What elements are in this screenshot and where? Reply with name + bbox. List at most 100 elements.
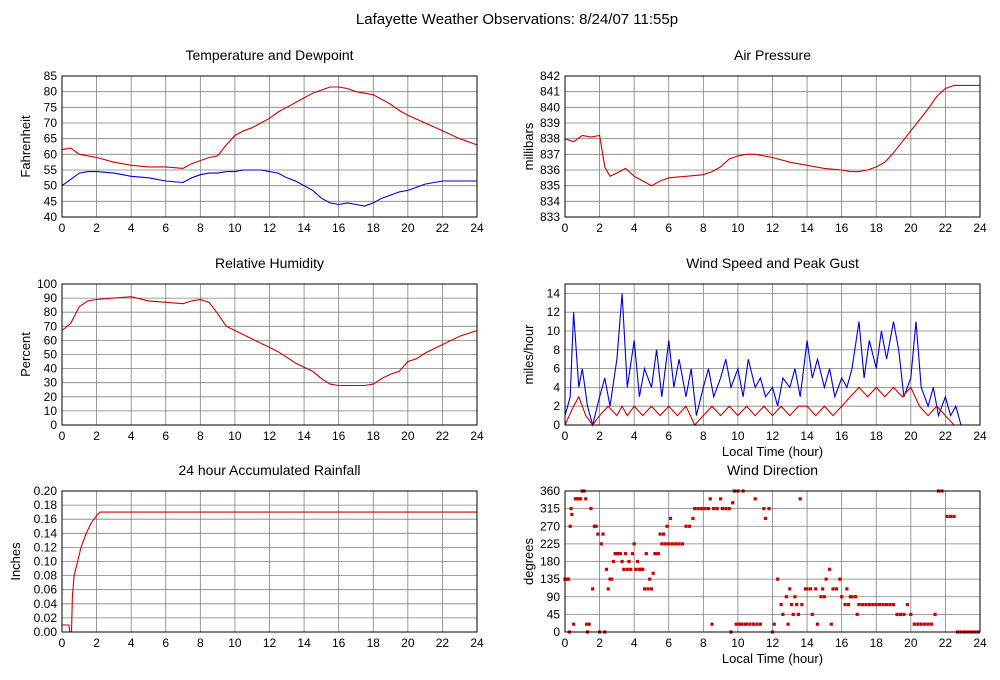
data-point (634, 567, 638, 571)
y-tick-label: 842 (540, 69, 560, 83)
x-tick-label: 2 (596, 221, 603, 235)
data-point (622, 567, 626, 571)
data-point (587, 622, 591, 626)
data-point (798, 497, 802, 501)
x-tick-label: 4 (631, 221, 638, 235)
data-point (845, 587, 849, 591)
data-point (793, 595, 797, 599)
data-point (687, 524, 692, 528)
data-point (578, 497, 583, 501)
x-tick-label: 22 (436, 636, 450, 650)
data-point (710, 622, 714, 626)
data-point (933, 612, 937, 616)
x-tick-label: 4 (631, 429, 638, 443)
y-tick-label: 80 (44, 85, 58, 99)
data-point (617, 552, 621, 556)
y-tick-label: 2 (553, 399, 560, 413)
x-tick-label: 6 (162, 636, 169, 650)
y-tick-label: 837 (540, 147, 560, 161)
x-tick-label: 0 (562, 221, 569, 235)
x-tick-label: 12 (263, 429, 277, 443)
y-tick-label: 12 (547, 305, 561, 319)
data-point (653, 552, 657, 556)
data-point (857, 602, 861, 607)
data-point (592, 524, 596, 528)
data-point (613, 552, 617, 556)
x-tick-label: 0 (562, 636, 569, 650)
x-tick-label: 14 (297, 429, 311, 443)
x-tick-label: 6 (162, 429, 169, 443)
y-tick-label: 225 (540, 537, 560, 551)
data-point (748, 622, 752, 626)
x-tick-label: 16 (332, 429, 346, 443)
x-tick-label: 14 (800, 636, 814, 650)
y-tick-label: 0.18 (34, 498, 58, 512)
data-point (646, 587, 650, 591)
data-point (808, 587, 813, 591)
x-tick-label: 16 (835, 636, 849, 650)
y-tick-label: 70 (44, 116, 58, 130)
x-tick-label: 6 (665, 429, 672, 443)
y-axis-label: Fahrenheit (18, 115, 33, 178)
data-point (693, 507, 697, 511)
data-point (601, 532, 605, 536)
data-point (620, 559, 624, 564)
x-tick-label: 12 (766, 429, 780, 443)
data-point (888, 602, 892, 607)
x-tick-label: 16 (835, 221, 849, 235)
x-tick-label: 14 (297, 636, 311, 650)
figure-title: Lafayette Weather Observations: 8/24/07 … (356, 11, 678, 28)
x-tick-label: 18 (367, 636, 381, 650)
y-tick-label: 70 (44, 319, 58, 333)
y-tick-label: 839 (540, 116, 560, 130)
y-tick-label: 75 (44, 100, 58, 114)
x-tick-label: 8 (700, 429, 707, 443)
data-point (585, 622, 589, 626)
data-point (680, 542, 685, 546)
data-point (758, 622, 762, 626)
data-point (855, 612, 859, 616)
data-point (630, 552, 635, 556)
x-tick-label: 2 (93, 429, 100, 443)
data-point (661, 532, 666, 536)
x-tick-label: 24 (973, 636, 987, 650)
data-point (796, 612, 801, 616)
y-tick-label: 0.08 (34, 569, 58, 583)
data-point (739, 622, 743, 626)
y-tick-label: 65 (44, 132, 58, 146)
data-point (791, 612, 795, 616)
data-point (744, 622, 749, 626)
x-tick-label: 0 (59, 221, 66, 235)
data-point (625, 567, 629, 571)
y-tick-label: 85 (44, 69, 58, 83)
data-point (815, 622, 820, 626)
y-axis-label: degrees (521, 538, 536, 585)
data-point (788, 587, 792, 591)
x-tick-label: 4 (128, 221, 135, 235)
data-point (819, 595, 823, 599)
data-point (753, 497, 757, 501)
x-tick-label: 8 (197, 636, 204, 650)
x-tick-label: 18 (870, 636, 884, 650)
data-point (789, 602, 794, 607)
x-tick-label: 24 (470, 221, 484, 235)
x-tick-label: 20 (401, 221, 415, 235)
data-point (677, 542, 681, 546)
y-tick-label: 0.10 (34, 555, 58, 569)
data-point (632, 542, 636, 546)
data-point (566, 577, 571, 581)
x-tick-label: 20 (904, 429, 918, 443)
data-point (831, 587, 835, 591)
y-tick-label: 836 (540, 163, 560, 177)
data-point (784, 595, 788, 599)
y-axis-label: millibars (521, 122, 536, 170)
y-tick-label: 10 (547, 324, 561, 338)
data-point (611, 559, 616, 564)
data-point (648, 577, 652, 581)
data-point (874, 602, 878, 607)
data-point (649, 587, 654, 591)
series-line-red (564, 386, 963, 426)
data-point (584, 497, 588, 501)
